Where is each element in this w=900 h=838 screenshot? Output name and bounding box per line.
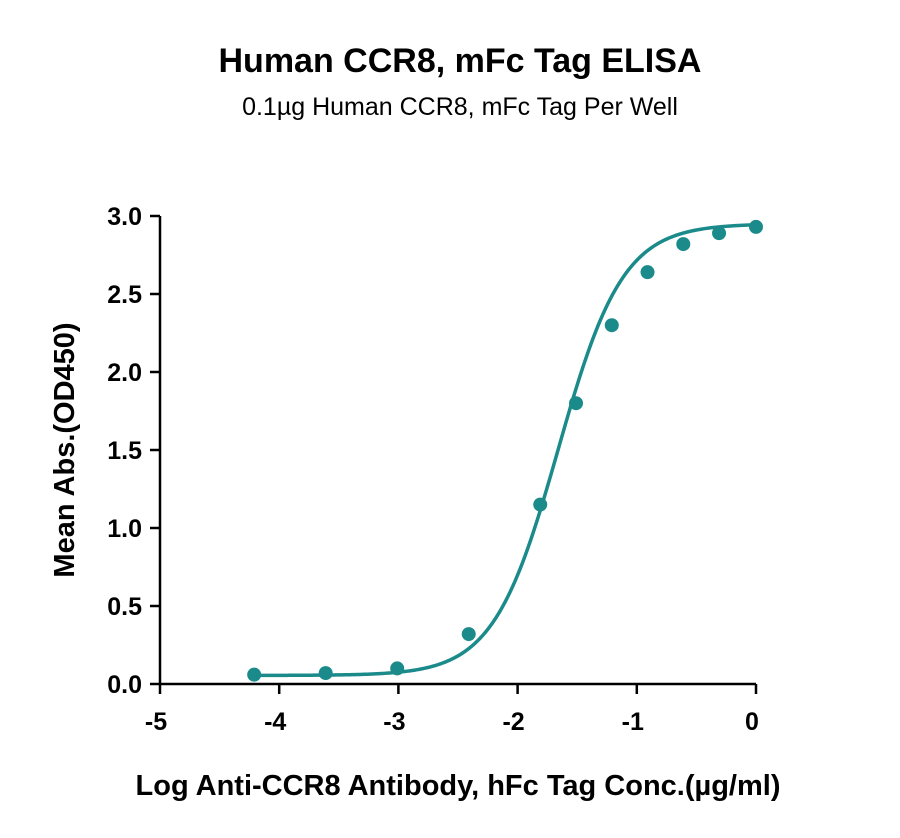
data-point [533,497,548,512]
x-axis-ticks: -5 -4 -3 -2 -1 0 [145,684,759,736]
y-tick-label: 0.0 [107,671,142,699]
data-points [247,219,763,682]
y-axis-ticks: 0.0 0.5 1.0 1.5 2.0 2.5 3.0 [107,203,160,699]
data-point [569,396,584,411]
fit-curve-layer [254,223,757,678]
fit-curve [254,223,757,678]
x-tick-label: 0 [745,708,759,736]
y-tick-label: 1.0 [107,515,142,543]
x-tick-label: -2 [502,708,524,736]
chart-subtitle: 0.1µg Human CCR8, mFc Tag Per Well [242,93,678,121]
data-point [640,265,655,280]
data-point [247,667,262,682]
chart-title: Human CCR8, mFc Tag ELISA [219,42,702,80]
data-point [604,318,619,333]
x-tick-label: -3 [383,708,405,736]
x-tick-label: -4 [264,708,286,736]
y-tick-label: 0.5 [107,593,142,621]
y-tick-label: 3.0 [107,203,142,231]
axes [158,216,756,686]
y-tick-label: 2.0 [107,359,142,387]
data-point [676,237,691,252]
data-point [390,661,405,676]
y-tick-label: 1.5 [107,437,142,465]
y-axis-label: Mean Abs.(OD450) [49,322,81,577]
x-axis-label: Log Anti-CCR8 Antibody, hFc Tag Conc.(µg… [136,770,781,802]
data-point [712,226,727,241]
x-tick-label: -5 [145,708,167,736]
data-point [749,219,763,234]
y-tick-label: 2.5 [107,281,142,309]
data-point [318,666,333,681]
x-tick-label: -1 [622,708,644,736]
data-point [461,627,476,642]
